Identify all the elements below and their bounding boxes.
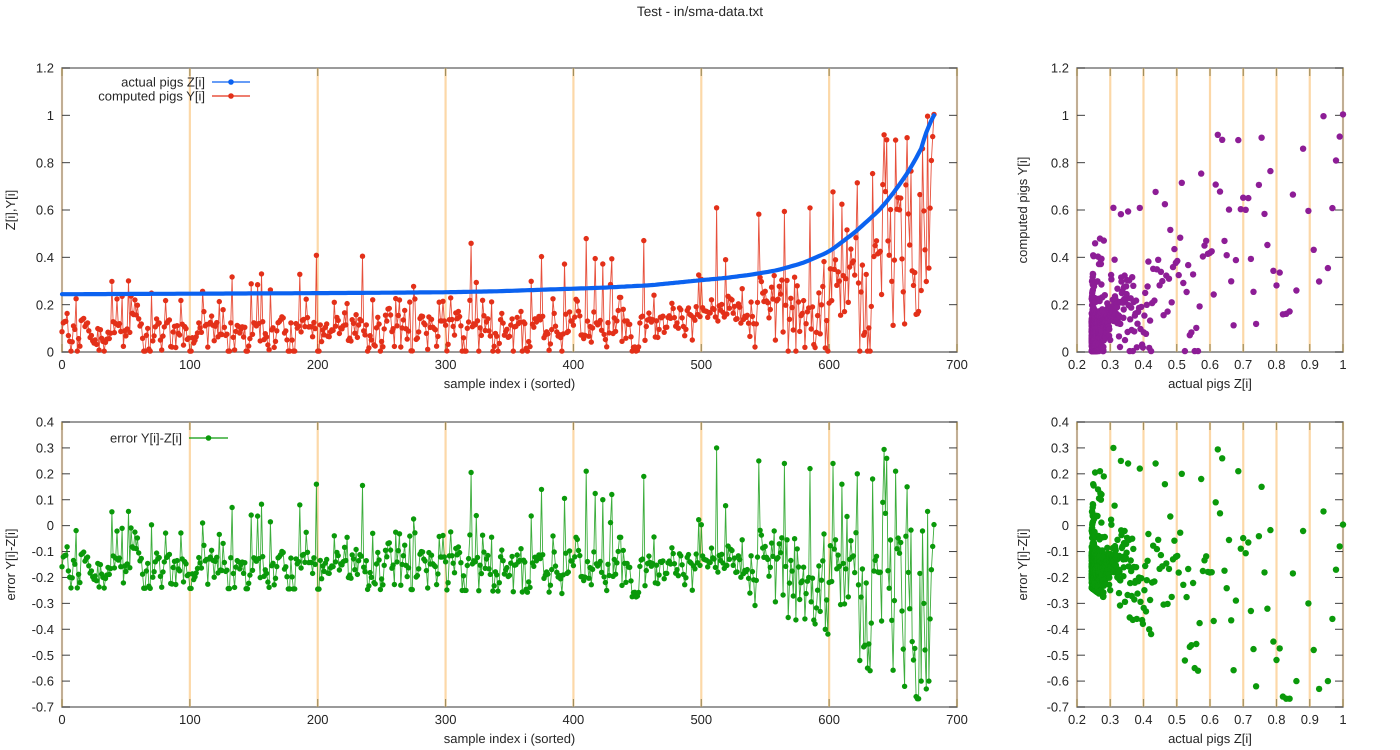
svg-text:0.3: 0.3 bbox=[1101, 357, 1119, 372]
svg-text:-0.4: -0.4 bbox=[32, 622, 54, 637]
svg-text:0.3: 0.3 bbox=[36, 441, 54, 456]
svg-text:-0.3: -0.3 bbox=[32, 596, 54, 611]
svg-text:200: 200 bbox=[307, 357, 329, 372]
svg-text:0.1: 0.1 bbox=[36, 492, 54, 507]
svg-text:0.6: 0.6 bbox=[1201, 712, 1219, 727]
svg-text:100: 100 bbox=[179, 712, 201, 727]
svg-text:0.9: 0.9 bbox=[1301, 712, 1319, 727]
svg-text:-0.6: -0.6 bbox=[1047, 674, 1069, 689]
svg-text:0: 0 bbox=[1062, 518, 1069, 533]
svg-text:-0.2: -0.2 bbox=[1047, 570, 1069, 585]
svg-text:computed pigs Y[i]: computed pigs Y[i] bbox=[98, 89, 205, 104]
svg-text:0.8: 0.8 bbox=[1051, 155, 1069, 170]
svg-text:Test - in/sma-data.txt: Test - in/sma-data.txt bbox=[637, 4, 763, 19]
svg-text:0.4: 0.4 bbox=[1134, 357, 1152, 372]
svg-text:0.4: 0.4 bbox=[36, 250, 54, 265]
svg-text:-0.3: -0.3 bbox=[1047, 596, 1069, 611]
svg-text:sample index i (sorted): sample index i (sorted) bbox=[444, 731, 576, 746]
svg-text:0.7: 0.7 bbox=[1234, 712, 1252, 727]
svg-text:100: 100 bbox=[179, 357, 201, 372]
svg-text:700: 700 bbox=[946, 712, 968, 727]
svg-text:200: 200 bbox=[307, 712, 329, 727]
svg-text:-0.1: -0.1 bbox=[32, 544, 54, 559]
svg-text:-0.5: -0.5 bbox=[1047, 648, 1069, 663]
svg-text:-0.7: -0.7 bbox=[32, 700, 54, 715]
svg-text:-0.5: -0.5 bbox=[32, 648, 54, 663]
svg-text:0.3: 0.3 bbox=[1051, 441, 1069, 456]
svg-text:500: 500 bbox=[690, 712, 712, 727]
svg-text:1: 1 bbox=[1339, 357, 1346, 372]
svg-text:0.9: 0.9 bbox=[1301, 357, 1319, 372]
svg-text:0.8: 0.8 bbox=[36, 155, 54, 170]
svg-text:0.8: 0.8 bbox=[1267, 357, 1285, 372]
svg-text:1: 1 bbox=[1062, 108, 1069, 123]
svg-text:actual pigs Z[i]: actual pigs Z[i] bbox=[1168, 731, 1252, 746]
svg-text:-0.7: -0.7 bbox=[1047, 700, 1069, 715]
svg-text:0.7: 0.7 bbox=[1234, 357, 1252, 372]
svg-text:0.2: 0.2 bbox=[1051, 297, 1069, 312]
svg-text:sample index i (sorted): sample index i (sorted) bbox=[444, 376, 576, 391]
svg-text:error Y[i]-Z[i]: error Y[i]-Z[i] bbox=[110, 431, 182, 446]
svg-text:0.2: 0.2 bbox=[1068, 357, 1086, 372]
svg-text:0.4: 0.4 bbox=[1134, 712, 1152, 727]
svg-text:600: 600 bbox=[818, 357, 840, 372]
svg-text:0.1: 0.1 bbox=[1051, 492, 1069, 507]
svg-text:0.6: 0.6 bbox=[36, 203, 54, 218]
svg-text:400: 400 bbox=[563, 357, 585, 372]
svg-text:0.6: 0.6 bbox=[1201, 357, 1219, 372]
svg-text:700: 700 bbox=[946, 357, 968, 372]
svg-text:0.2: 0.2 bbox=[36, 297, 54, 312]
svg-text:0.4: 0.4 bbox=[36, 415, 54, 430]
svg-text:600: 600 bbox=[818, 712, 840, 727]
svg-text:Z[i],Y[i]: Z[i],Y[i] bbox=[3, 190, 18, 230]
svg-text:0.4: 0.4 bbox=[1051, 415, 1069, 430]
svg-text:0: 0 bbox=[47, 345, 54, 360]
svg-text:actual pigs Z[i]: actual pigs Z[i] bbox=[1168, 376, 1252, 391]
svg-text:1: 1 bbox=[1339, 712, 1346, 727]
svg-text:500: 500 bbox=[690, 357, 712, 372]
svg-text:0: 0 bbox=[58, 357, 65, 372]
svg-text:-0.6: -0.6 bbox=[32, 674, 54, 689]
svg-text:300: 300 bbox=[435, 712, 457, 727]
svg-text:error Y[i]-Z[i]: error Y[i]-Z[i] bbox=[1015, 529, 1030, 601]
svg-text:-0.2: -0.2 bbox=[32, 570, 54, 585]
svg-text:1.2: 1.2 bbox=[36, 61, 54, 76]
svg-text:0.2: 0.2 bbox=[1068, 712, 1086, 727]
svg-text:0: 0 bbox=[1062, 345, 1069, 360]
svg-text:0: 0 bbox=[47, 518, 54, 533]
svg-text:1: 1 bbox=[47, 108, 54, 123]
svg-text:0.3: 0.3 bbox=[1101, 712, 1119, 727]
svg-text:300: 300 bbox=[435, 357, 457, 372]
svg-text:0.2: 0.2 bbox=[1051, 466, 1069, 481]
svg-text:0.5: 0.5 bbox=[1168, 712, 1186, 727]
svg-text:computed pigs Y[i]: computed pigs Y[i] bbox=[1015, 157, 1030, 264]
svg-text:error Y[i]-Z[i]: error Y[i]-Z[i] bbox=[3, 529, 18, 601]
svg-text:actual pigs Z[i]: actual pigs Z[i] bbox=[121, 75, 205, 90]
svg-text:1.2: 1.2 bbox=[1051, 61, 1069, 76]
svg-text:0: 0 bbox=[58, 712, 65, 727]
svg-text:-0.4: -0.4 bbox=[1047, 622, 1069, 637]
svg-text:400: 400 bbox=[563, 712, 585, 727]
svg-text:0.4: 0.4 bbox=[1051, 250, 1069, 265]
svg-text:0.6: 0.6 bbox=[1051, 203, 1069, 218]
svg-text:-0.1: -0.1 bbox=[1047, 544, 1069, 559]
svg-text:0.8: 0.8 bbox=[1267, 712, 1285, 727]
svg-text:0.5: 0.5 bbox=[1168, 357, 1186, 372]
svg-text:0.2: 0.2 bbox=[36, 466, 54, 481]
